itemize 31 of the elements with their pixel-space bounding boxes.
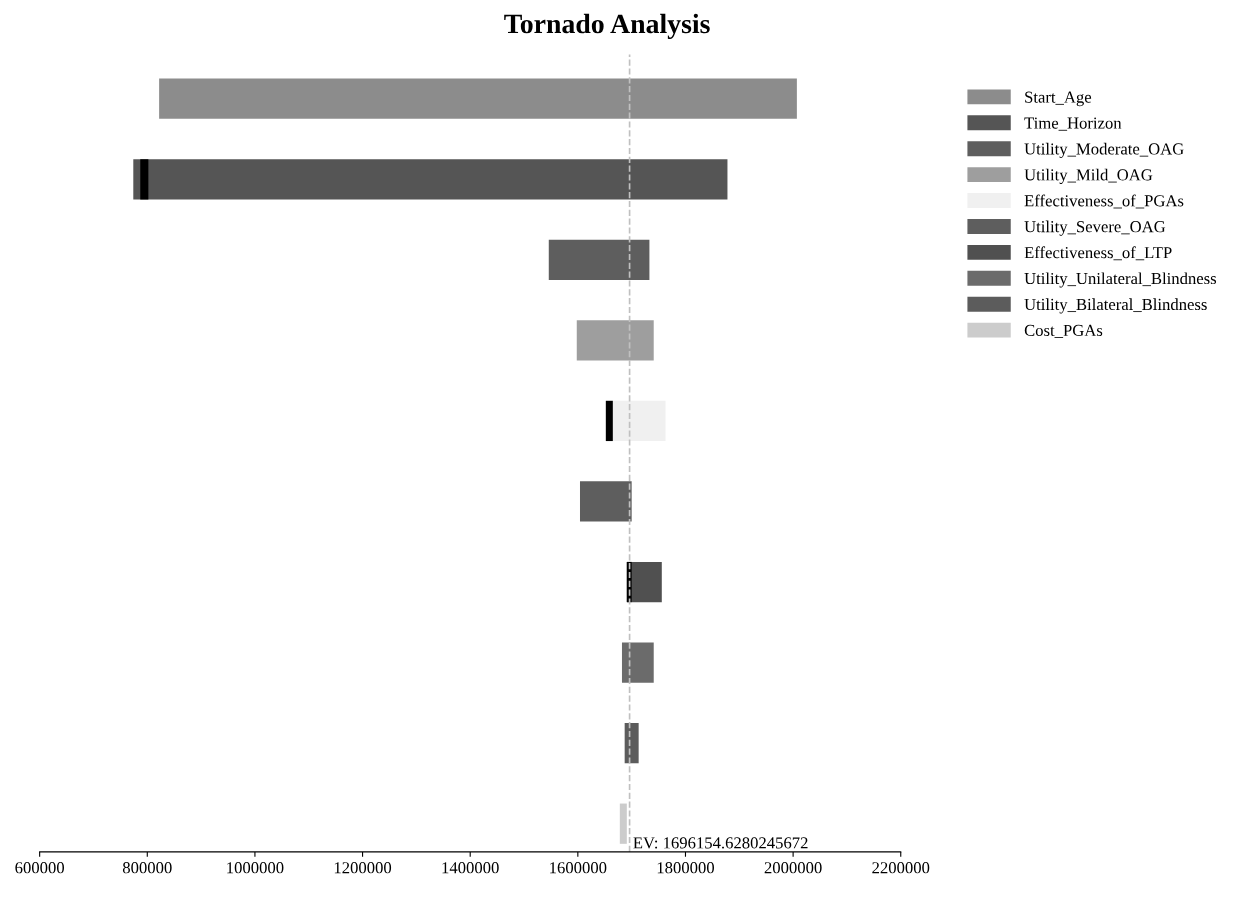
- bar: [140, 159, 149, 200]
- ref-line-label: EV: 1696154.6280245672: [633, 837, 808, 849]
- bar: [624, 723, 639, 764]
- bar: [619, 803, 627, 844]
- bar: [621, 642, 654, 683]
- x-tick-label: 2000000: [764, 862, 822, 874]
- x-tick-label: 1800000: [657, 862, 715, 874]
- legend-label: Cost_PGAs: [1024, 324, 1103, 338]
- chart-title: Tornado Analysis: [504, 13, 710, 40]
- legend-label: Utility_Moderate_OAG: [1024, 142, 1184, 158]
- x-tick-label: 600000: [15, 862, 65, 874]
- bar: [133, 159, 728, 200]
- legend-label: Utility_Severe_OAG: [1024, 220, 1166, 236]
- legend-label: Utility_Mild_OAG: [1024, 168, 1153, 184]
- bar: [576, 320, 654, 361]
- x-tick-label: 800000: [122, 862, 172, 874]
- legend-label: Effectiveness_of_PGAs: [1024, 194, 1184, 209]
- x-tick-label: 1200000: [334, 862, 392, 874]
- legend-label: Start_Age: [1025, 91, 1092, 107]
- x-tick-label: 1000000: [227, 862, 284, 874]
- bar: [605, 400, 613, 442]
- bar: [579, 481, 632, 522]
- bar: [548, 239, 650, 280]
- legend-label: Effectiveness_of_LTP: [1024, 246, 1172, 261]
- x-tick-label: 2200000: [872, 862, 930, 874]
- bar: [159, 78, 797, 119]
- legend-label: Time_Horizon: [1024, 117, 1122, 131]
- x-tick-label: 1600000: [550, 862, 607, 874]
- legend-label: Utility_Bilateral_Blindness: [1024, 298, 1207, 314]
- x-tick-label: 1400000: [442, 862, 499, 874]
- legend-label: Utility_Unilateral_Blindness: [1024, 272, 1217, 288]
